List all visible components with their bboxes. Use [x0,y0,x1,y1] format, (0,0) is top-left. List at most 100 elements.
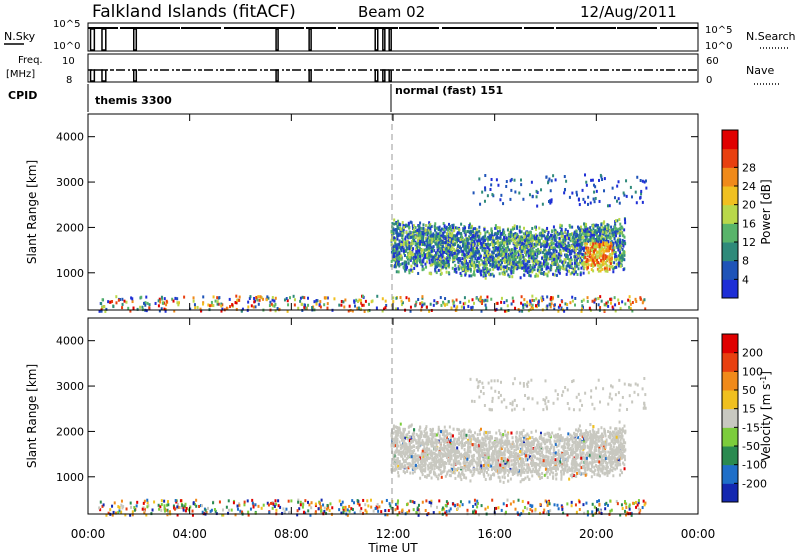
power-cell [435,226,438,230]
power-cell [502,272,505,276]
power-cell [441,234,444,238]
power-cell [516,255,519,259]
power-cell [535,244,538,248]
power-cell [534,257,537,261]
power-cell [220,302,223,306]
power-cell [618,253,621,257]
velocity-cell [262,503,265,507]
power-cell [544,272,547,276]
velocity-cell [370,505,373,509]
velocity-cell [321,510,324,514]
power-cell [502,252,505,256]
power-cell [525,246,528,250]
velocity-cell [378,505,381,509]
power-cell [512,271,515,275]
power-cell [603,189,606,193]
power-cell [560,241,563,245]
power-cell [526,300,529,304]
power-cell [548,246,551,250]
power-cell [520,183,523,187]
power-cell [591,239,594,243]
power-cell [639,297,642,301]
power-cell [602,248,605,252]
power-cell [434,265,437,269]
velocity-cell [643,503,646,507]
power-cell [484,298,487,302]
power-cell [427,256,430,260]
power-cell [600,223,603,227]
power-cell [505,255,508,259]
velocity-cell [430,504,433,508]
velocity-cell [491,498,494,502]
power-colorbar-tick-label: 20 [742,199,756,212]
power-cell [575,190,578,194]
power-cell [491,250,494,254]
power-cell [455,267,458,271]
power-cell [593,200,596,204]
velocity-cell [274,499,277,503]
power-cell [478,177,481,181]
power-cell [529,230,532,234]
power-cell [571,225,574,229]
power-cell [579,271,582,275]
power-cell [580,237,583,241]
power-cell [396,237,399,241]
power-cell [499,235,502,239]
power-cell [189,307,192,311]
power-cell [563,230,566,234]
velocity-cell [632,501,635,505]
power-cell [542,240,545,244]
power-cell [469,265,472,269]
power-cell [492,274,495,278]
power-cell [513,241,516,245]
power-cell [582,271,585,275]
power-cell [548,303,551,307]
power-cell [252,305,255,309]
nsky-drop [308,28,312,51]
velocity-cell [297,498,300,502]
power-cell [579,256,582,260]
power-cell [315,302,318,306]
power-cell [259,295,262,299]
power-cell [530,256,533,260]
power-cell [543,271,546,275]
power-cell [596,240,599,244]
power-cell [573,244,576,248]
power-cell [605,257,608,261]
velocity-cell [472,437,475,441]
velocity-cell [600,511,603,515]
power-cell [588,255,591,259]
power-cell [422,253,425,257]
power-cell [404,269,407,273]
power-cell [441,250,444,254]
power-cell [606,269,609,273]
power-cell [512,259,515,263]
power-cell [566,302,569,306]
power-cell [158,297,161,301]
cpid-mode-2: normal (fast) 151 [395,84,503,97]
power-cell [241,307,244,311]
power-cell [502,238,505,242]
velocity-cell [272,502,275,506]
power-cell [427,248,430,252]
power-cell [557,233,560,237]
power-cell [508,256,511,260]
freq-unit: [MHz] [6,69,35,80]
power-cell [424,253,427,257]
power-cell [428,271,431,275]
power-cell [512,232,515,236]
power-cell [416,264,419,268]
power-cell [629,307,632,311]
power-cell [623,253,626,257]
power-cell [464,273,467,277]
power-cell [624,218,627,222]
power-cell [466,264,469,268]
power-cell [553,256,556,260]
power-cell [550,241,553,245]
power-cell [448,224,451,228]
velocity-cell [376,503,379,507]
power-cell [602,243,605,247]
power-cell [584,239,587,243]
power-cell [447,260,450,264]
power-cell [564,253,567,257]
